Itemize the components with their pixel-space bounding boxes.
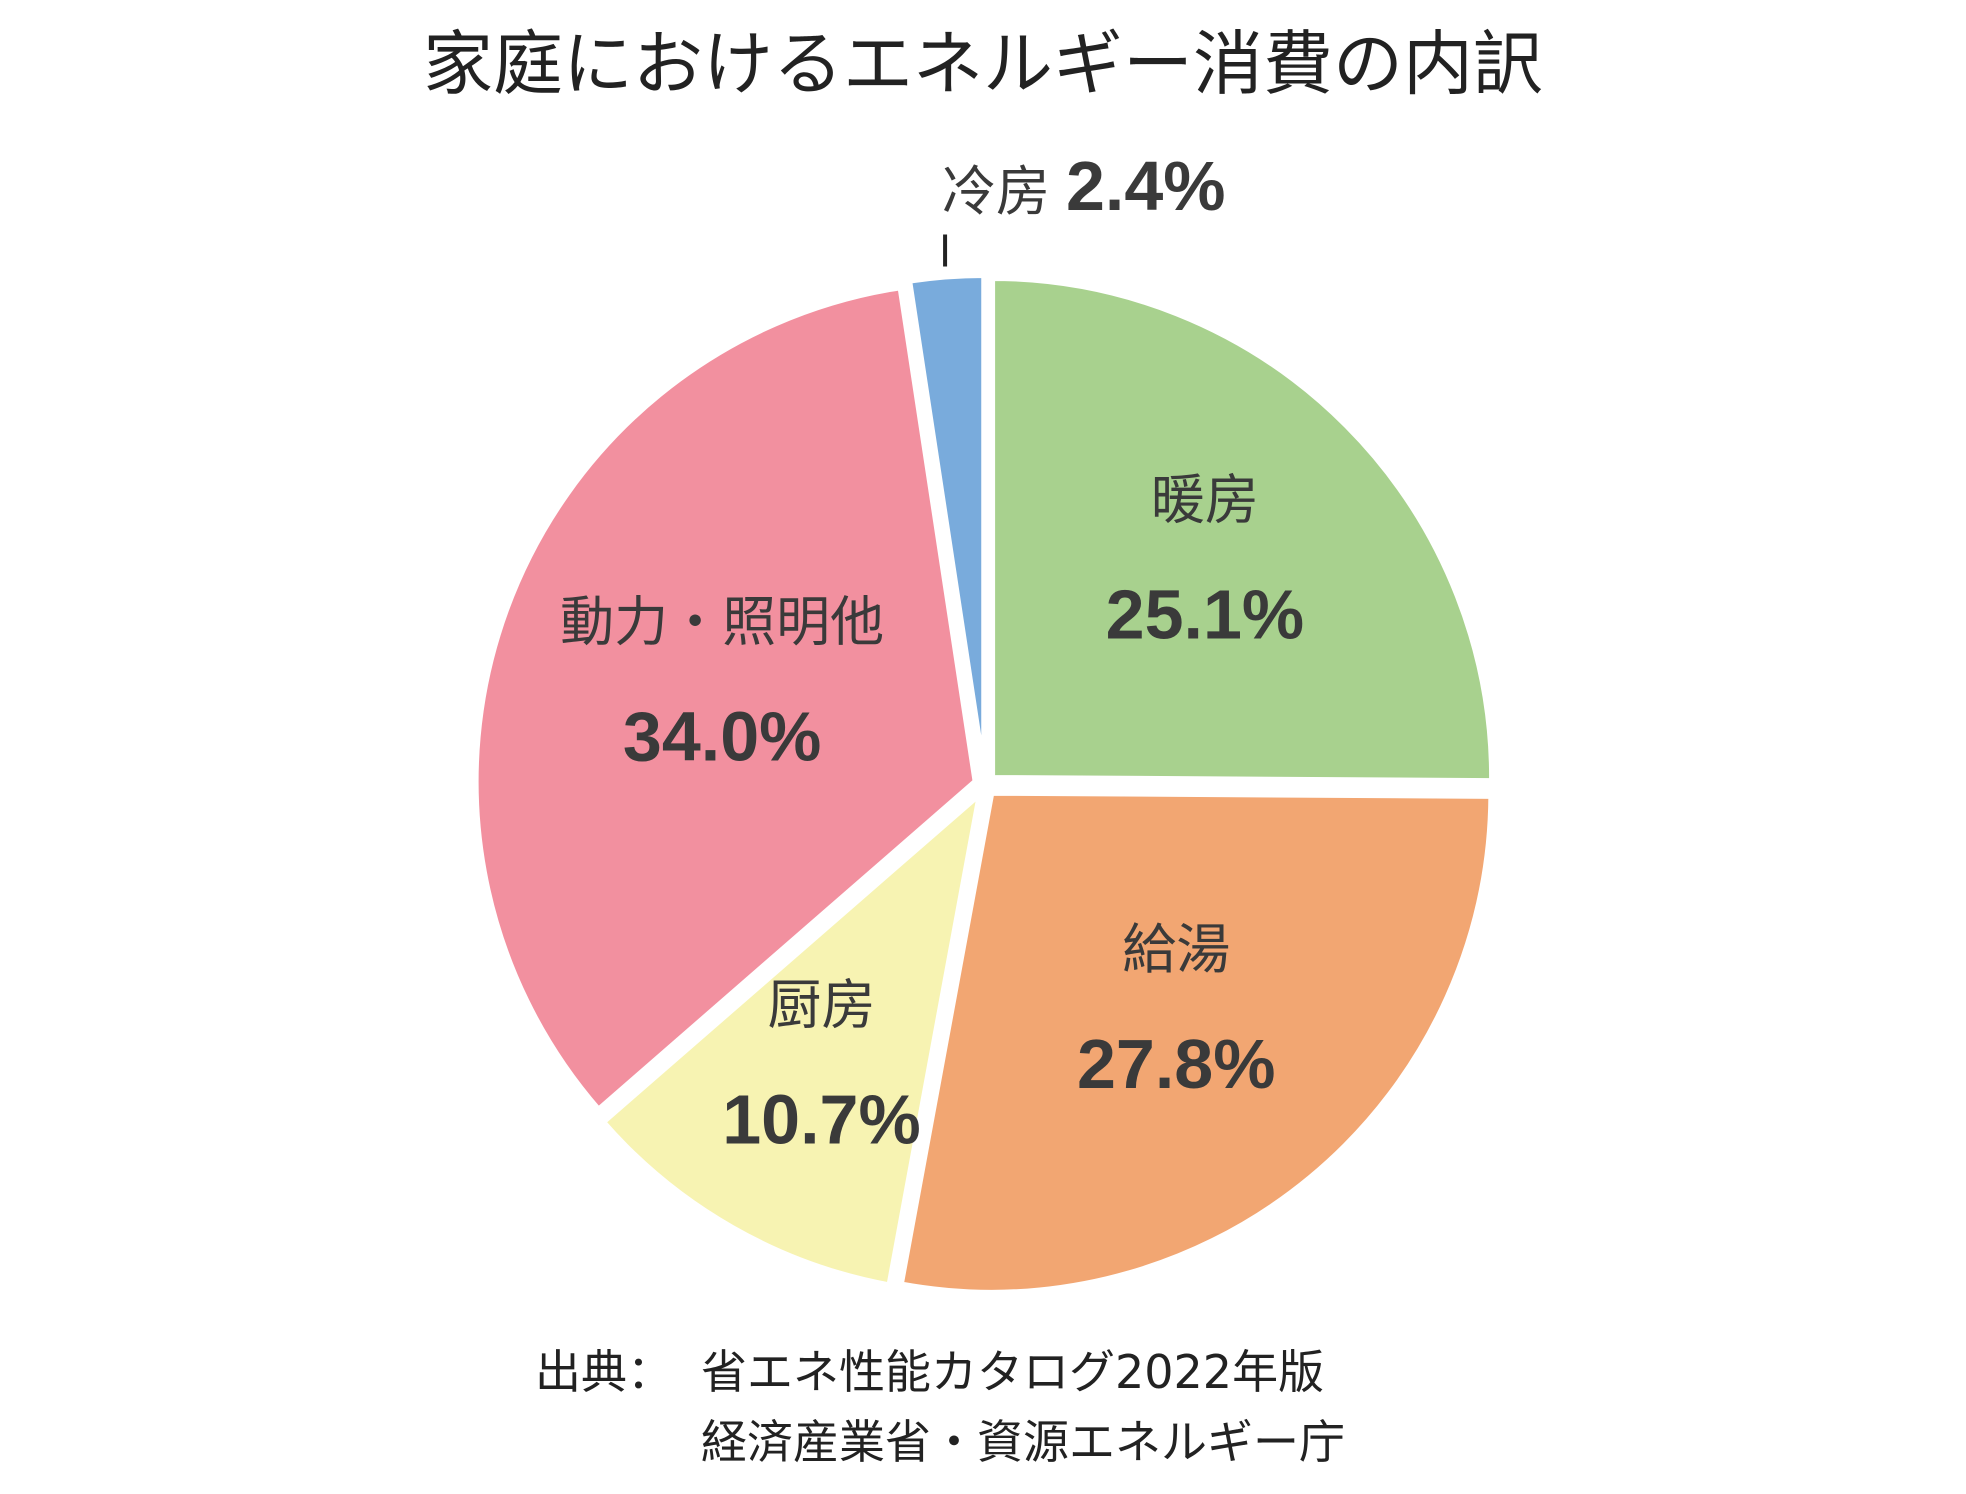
pie-slice-power-lighting: [472, 283, 979, 1115]
pie-slice-hot-water: [897, 789, 1495, 1296]
slice-name-cooling: 冷房: [942, 160, 1050, 223]
slice-labels: 暖房 25.1% 給湯 27.8% 厨房 10.7% 動力・照明他 34.0% 冷房 2.4%: [560, 147, 1304, 1159]
source-line-1: 省エネ性能カタログ2022年版: [701, 1345, 1324, 1399]
slice-value-heating: 25.1%: [1106, 575, 1304, 653]
slice-value-kitchen: 10.7%: [722, 1081, 920, 1159]
pie-slice-kitchen: [598, 785, 985, 1289]
slice-name-kitchen: 厨房: [767, 974, 875, 1037]
slice-value-power-lighting: 34.0%: [623, 698, 821, 776]
slice-name-heating: 暖房: [1151, 468, 1259, 531]
source-prefix: 出典：: [535, 1345, 673, 1399]
slice-name-power-lighting: 動力・照明他: [560, 591, 884, 654]
slice-value-cooling: 2.4%: [1066, 147, 1226, 225]
pie-slice-heating: [989, 274, 1496, 785]
slice-name-hot-water: 給湯: [1122, 918, 1230, 981]
pie-slice-cooling: [905, 272, 988, 776]
slice-value-hot-water: 27.8%: [1077, 1025, 1275, 1103]
source-line-2: 経済産業省・資源エネルギー庁: [701, 1415, 1345, 1469]
chart-title: 家庭におけるエネルギー消費の内訳: [423, 23, 1543, 105]
pie-slices: [472, 272, 1496, 1296]
